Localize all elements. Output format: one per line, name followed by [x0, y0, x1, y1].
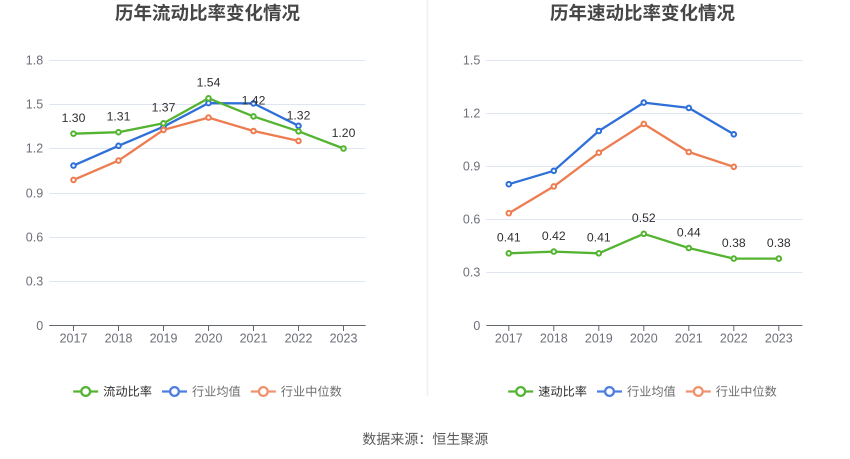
svg-text:1.42: 1.42 [242, 94, 266, 108]
svg-text:2018: 2018 [105, 332, 133, 346]
svg-text:2019: 2019 [150, 332, 178, 346]
svg-text:1.30: 1.30 [62, 111, 86, 125]
svg-text:0.3: 0.3 [26, 275, 43, 289]
svg-text:1.5: 1.5 [463, 54, 480, 68]
svg-text:1.31: 1.31 [107, 110, 131, 124]
svg-text:0: 0 [473, 319, 480, 333]
svg-text:1.2: 1.2 [463, 107, 480, 121]
svg-text:2017: 2017 [495, 332, 523, 346]
svg-text:0.38: 0.38 [767, 236, 791, 250]
svg-text:0.44: 0.44 [677, 225, 701, 239]
svg-text:0.3: 0.3 [463, 266, 480, 280]
svg-text:2019: 2019 [585, 332, 613, 346]
svg-text:2023: 2023 [765, 332, 793, 346]
svg-text:2022: 2022 [720, 332, 748, 346]
svg-text:0.38: 0.38 [722, 236, 746, 250]
svg-text:1.32: 1.32 [287, 109, 311, 123]
svg-text:0.6: 0.6 [463, 213, 480, 227]
svg-text:2020: 2020 [195, 332, 223, 346]
svg-text:2021: 2021 [675, 332, 703, 346]
svg-text:1.20: 1.20 [332, 126, 356, 140]
svg-text:0.9: 0.9 [463, 160, 480, 174]
svg-text:1.5: 1.5 [26, 98, 43, 112]
svg-text:0.41: 0.41 [587, 231, 611, 245]
svg-text:0.9: 0.9 [26, 187, 43, 201]
svg-text:2021: 2021 [240, 332, 268, 346]
svg-text:2020: 2020 [630, 332, 658, 346]
svg-text:0.6: 0.6 [26, 231, 43, 245]
svg-text:0.52: 0.52 [632, 211, 656, 225]
svg-text:0: 0 [36, 319, 43, 333]
svg-text:1.37: 1.37 [152, 101, 176, 115]
svg-text:2018: 2018 [540, 332, 568, 346]
svg-text:2023: 2023 [330, 332, 358, 346]
svg-text:2022: 2022 [285, 332, 313, 346]
svg-text:2017: 2017 [60, 332, 88, 346]
svg-text:1.54: 1.54 [197, 76, 221, 90]
svg-text:0.42: 0.42 [542, 229, 566, 243]
svg-text:1.8: 1.8 [26, 54, 43, 68]
svg-text:0.41: 0.41 [497, 231, 521, 245]
svg-text:1.2: 1.2 [26, 142, 43, 156]
